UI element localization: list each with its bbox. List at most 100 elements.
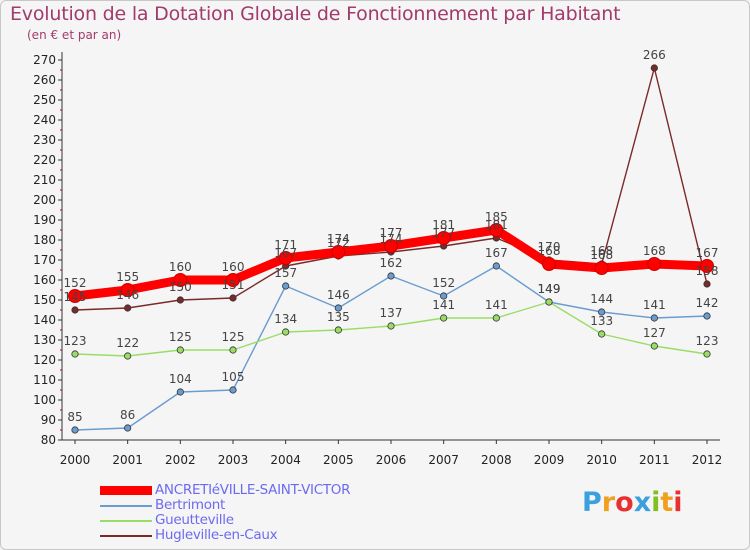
y-tick-label: 260: [33, 73, 56, 87]
y-tick-label: 140: [33, 313, 56, 327]
data-point: [226, 273, 240, 287]
data-point: [124, 352, 132, 360]
data-label: 168: [538, 244, 561, 258]
legend-label: Hugleville-en-Caux: [155, 527, 278, 543]
x-tick-label: 2005: [323, 453, 354, 467]
data-label: 137: [380, 306, 403, 320]
data-label: 181: [485, 218, 508, 232]
data-label: 177: [380, 226, 403, 240]
data-point: [334, 326, 342, 334]
legend-label: Bertrimont: [155, 497, 225, 513]
data-point: [440, 314, 448, 322]
data-point: [282, 328, 290, 336]
data-point: [229, 386, 237, 394]
data-point: [387, 272, 395, 280]
y-tick-label: 200: [33, 193, 56, 207]
data-point: [598, 308, 606, 316]
data-point: [650, 342, 658, 350]
data-label: 135: [327, 310, 350, 324]
data-label: 146: [327, 288, 350, 302]
data-point: [282, 282, 290, 290]
x-tick-label: 2003: [218, 453, 249, 467]
data-point: [542, 257, 556, 271]
y-tick-label: 250: [33, 93, 56, 107]
x-tick-label: 2008: [481, 453, 512, 467]
data-label: 174: [327, 232, 350, 246]
chart-title: Evolution de la Dotation Globale de Fonc…: [10, 3, 621, 25]
data-label: 127: [643, 326, 666, 340]
logo-letter: i: [673, 487, 683, 518]
y-tick-label: 100: [33, 393, 56, 407]
data-label: 123: [64, 334, 87, 348]
data-point: [229, 294, 237, 302]
data-label: 167: [274, 246, 297, 260]
data-label: 141: [485, 298, 508, 312]
data-label: 158: [696, 264, 719, 278]
data-label: 174: [380, 232, 403, 246]
data-label: 149: [538, 282, 561, 296]
y-tick-label: 190: [33, 213, 56, 227]
data-label: 152: [432, 276, 455, 290]
data-label: 122: [116, 336, 139, 350]
data-point: [120, 283, 135, 297]
x-tick-label: 2004: [270, 453, 301, 467]
data-point: [124, 304, 132, 312]
data-point: [173, 273, 188, 287]
data-label: 144: [590, 292, 613, 306]
data-label: 266: [643, 48, 666, 62]
legend-label: ANCRETIéVILLE-SAINT-VICTOR: [155, 482, 351, 498]
data-label: 125: [169, 330, 192, 344]
data-label: 150: [169, 280, 192, 294]
data-point: [331, 245, 346, 259]
logo-letter: t: [660, 487, 674, 518]
data-point: [387, 322, 395, 330]
x-tick-label: 2010: [586, 453, 617, 467]
data-point: [492, 314, 500, 322]
legend-swatch: [100, 520, 152, 522]
data-label: 134: [274, 312, 297, 326]
data-label: 181: [432, 218, 455, 232]
y-tick-label: 90: [41, 413, 56, 427]
data-label: 105: [222, 370, 245, 384]
data-label: 141: [643, 298, 666, 312]
data-label: 160: [222, 260, 245, 274]
y-tick-label: 160: [33, 273, 56, 287]
data-label: 177: [432, 226, 455, 240]
data-label: 85: [67, 410, 82, 424]
y-tick-label: 170: [33, 253, 56, 267]
data-label: 168: [590, 244, 613, 258]
data-point: [71, 426, 79, 434]
data-label: 167: [696, 246, 719, 260]
data-label: 155: [116, 270, 139, 284]
x-tick-label: 2002: [165, 453, 196, 467]
data-label: 162: [380, 256, 403, 270]
data-label: 167: [485, 246, 508, 260]
data-point: [703, 280, 711, 288]
data-label: 151: [222, 278, 245, 292]
data-label: 172: [327, 236, 350, 250]
logo-letter: i: [651, 487, 661, 518]
x-tick-label: 2011: [639, 453, 670, 467]
data-point: [384, 239, 398, 253]
data-label: 160: [169, 260, 192, 274]
y-tick-label: 270: [33, 53, 56, 67]
data-point: [124, 424, 132, 432]
data-point: [492, 262, 500, 270]
data-point: [176, 346, 184, 354]
data-label: 168: [590, 248, 613, 262]
data-label: 168: [643, 244, 666, 258]
data-label: 141: [432, 298, 455, 312]
data-point: [703, 312, 711, 320]
data-point: [71, 306, 79, 314]
logo-letter: r: [601, 487, 616, 518]
data-label: 86: [120, 408, 135, 422]
data-point: [436, 231, 451, 245]
data-point: [334, 304, 342, 312]
data-point: [440, 292, 448, 300]
x-tick-label: 2012: [692, 453, 723, 467]
logo-letter: P: [582, 487, 602, 518]
data-label: 149: [538, 282, 561, 296]
legend-swatch: [100, 486, 152, 495]
x-tick-label: 2009: [534, 453, 565, 467]
